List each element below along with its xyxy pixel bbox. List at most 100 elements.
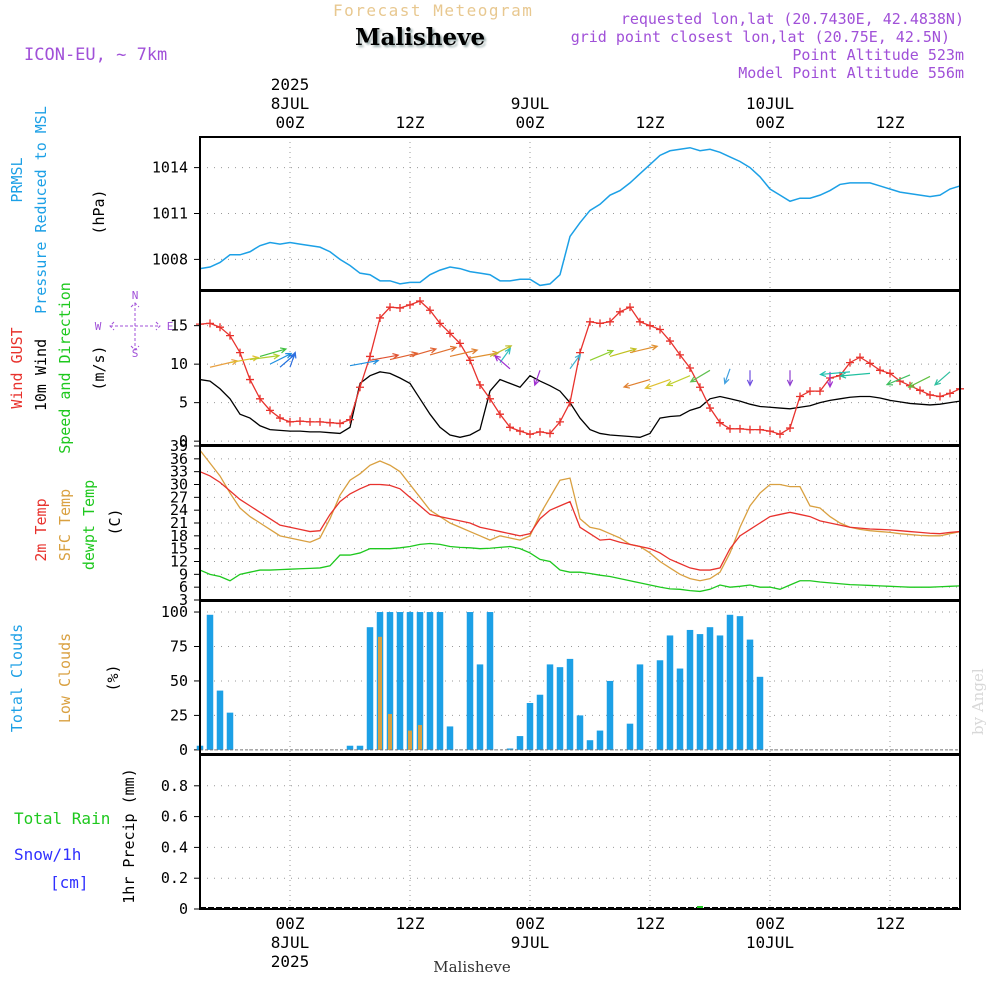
total-rain-label: Total Rain (14, 809, 110, 828)
total-cloud-bar (346, 745, 354, 750)
total-cloud-bar (436, 612, 444, 750)
gust-marker (416, 297, 424, 306)
pressure-label-2: Pressure Reduced to MSL (32, 106, 50, 314)
y-tick-label: 15 (170, 540, 188, 558)
top-time-label: 12Z (876, 113, 905, 132)
wind-direction-arrow (622, 378, 651, 389)
gust-marker (506, 423, 514, 432)
gust-marker (866, 359, 874, 368)
gust-marker (936, 392, 944, 401)
low-cloud-bar (408, 730, 412, 750)
bottom-time-label: 2025 (271, 952, 310, 971)
gust-marker (306, 417, 314, 426)
gust-marker (796, 392, 804, 401)
gust-marker (206, 319, 214, 328)
model-label: ICON-EU, ~ 7km (24, 45, 167, 65)
gust-marker (486, 394, 494, 403)
total-cloud-bar (686, 629, 694, 750)
gust-marker (346, 415, 354, 424)
y-tick-label: 27 (170, 488, 188, 506)
total-cloud-bar (626, 723, 634, 750)
gust-marker (916, 386, 924, 395)
gust-marker (776, 430, 784, 439)
wind-direction-arrow (569, 353, 582, 370)
wind-direction-arrow (449, 348, 479, 358)
gust-marker (546, 429, 554, 438)
wind-direction-label: Speed and Direction (56, 282, 74, 454)
gust-marker (676, 350, 684, 359)
total-cloud-bar (216, 690, 224, 750)
bottom-time-label: 9JUL (511, 933, 550, 952)
total-cloud-bar (386, 612, 394, 750)
y-tick-label: 30 (170, 476, 188, 494)
total-cloud-bar (356, 745, 364, 750)
y-tick-label: 50 (170, 672, 188, 690)
y-tick-label: 6 (179, 578, 188, 596)
y-tick-label: 0.4 (161, 838, 188, 856)
gust-marker (556, 417, 564, 426)
total-cloud-bar (446, 726, 454, 750)
gust-marker (716, 418, 724, 427)
wind-direction-arrow (369, 352, 400, 361)
gust-marker (316, 417, 324, 426)
y-tick-label: 25 (170, 706, 188, 724)
subtitle: Forecast Meteogram (333, 1, 533, 20)
total-cloud-bar (366, 627, 374, 750)
wind-direction-arrow (907, 375, 931, 388)
gust-marker (946, 389, 954, 398)
total-cloud-bar (526, 703, 534, 750)
total-cloud-bar (556, 667, 564, 750)
total-cloud-bar (586, 740, 594, 750)
gust-marker (586, 317, 594, 326)
wind-direction-arrow (746, 370, 754, 387)
total-cloud-bar (406, 612, 414, 750)
total-cloud-bar (676, 668, 684, 750)
total-cloud-bar (396, 612, 404, 750)
pressure-unit: (hPa) (90, 189, 108, 234)
gust-marker (456, 339, 464, 348)
top-time-label: 12Z (396, 113, 425, 132)
gust-marker (726, 424, 734, 433)
gust-marker (756, 425, 764, 434)
gust-marker (226, 331, 234, 340)
wind-direction-arrow (689, 369, 711, 383)
low-cloud-bar (388, 714, 392, 750)
total-cloud-bar (576, 715, 584, 750)
gust-marker (516, 427, 524, 436)
gust-marker (766, 427, 774, 436)
total-cloud-bar (636, 664, 644, 750)
wind-direction-arrow (644, 378, 671, 390)
gust-marker (496, 410, 504, 419)
top-time-label: 00Z (276, 113, 305, 132)
compass-w: W (95, 320, 102, 333)
gust-marker (526, 430, 534, 439)
total-cloud-bar (566, 658, 574, 750)
temp-unit: (C) (106, 508, 124, 535)
gust-marker (606, 317, 614, 326)
y-tick-label: 75 (170, 637, 188, 655)
wind-direction-arrow (289, 351, 297, 368)
snow-label: Snow/1h (14, 845, 81, 864)
total-cloud-bar (546, 664, 554, 750)
total-cloud-bar (756, 676, 764, 750)
panel-frame (199, 445, 961, 601)
y-tick-label: 36 (170, 450, 188, 468)
y-tick-label: 0 (179, 741, 188, 759)
compass-s: S (132, 347, 139, 360)
y-tick-label: 1011 (152, 205, 188, 223)
gust-marker (786, 424, 794, 433)
gust-marker (426, 306, 434, 315)
y-tick-label: 0.6 (161, 808, 188, 826)
gust-marker (696, 383, 704, 392)
wind-direction-arrow (249, 353, 281, 361)
gust-marker (286, 417, 294, 426)
requested-coords: requested lon,lat (20.7430E, 42.4838N) (621, 10, 964, 28)
wind-direction-arrow (589, 349, 615, 361)
total-cloud-bar (416, 612, 424, 750)
total-cloud-bar (486, 612, 494, 750)
bottom-time-label: 8JUL (271, 933, 310, 952)
bottom-time-label: 10JUL (746, 933, 794, 952)
wind-direction-arrow (819, 370, 851, 378)
total-cloud-bar (206, 614, 214, 750)
